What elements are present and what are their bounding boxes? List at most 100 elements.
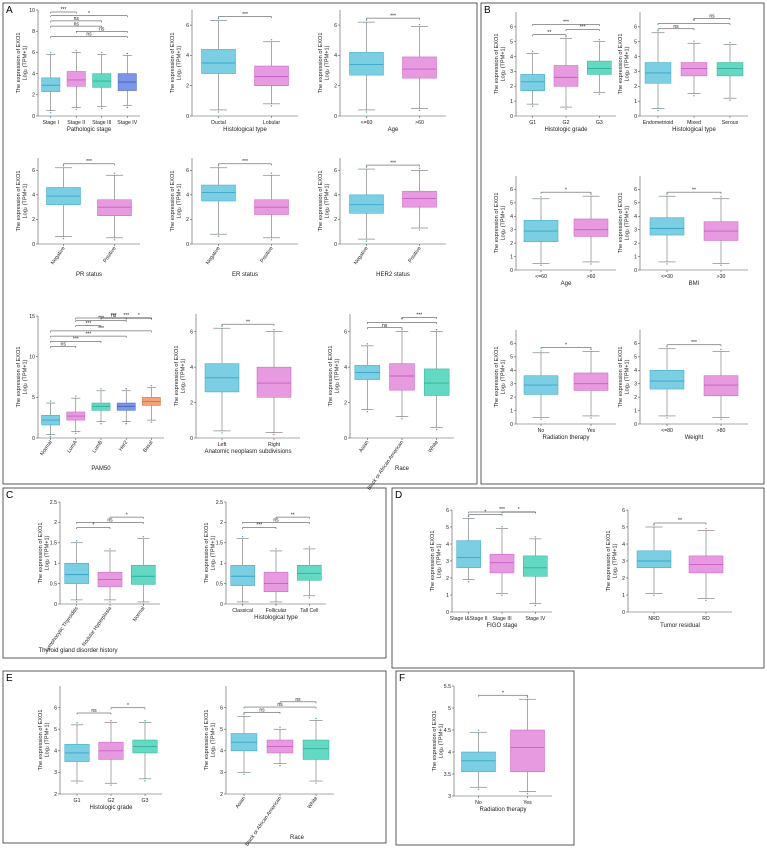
y-label-line2: Log₂ (TPM+1) — [501, 205, 507, 240]
y-label-line2: Log₂ (TPM+1) — [23, 359, 29, 394]
y-label-line2: Log₂ (TPM+1) — [181, 358, 187, 393]
outlier-point — [144, 720, 146, 722]
outlier-point — [273, 329, 275, 331]
box-A1-2 — [66, 71, 86, 87]
x-tick-label-A2: Lobular — [263, 120, 281, 126]
x-tick-label-B4: >30 — [717, 274, 726, 280]
sig-label: ns — [74, 21, 80, 27]
outlier-point — [720, 418, 722, 420]
y-tick-label-B2: 0 — [634, 114, 637, 120]
y-label-line2: Log₂ (TPM+1) — [501, 359, 507, 394]
y-tick-label-A7: 0 — [32, 436, 35, 442]
outlier-point — [50, 112, 52, 114]
sig-label: *** — [85, 331, 91, 337]
x-tick-label-A7: LumB — [91, 439, 104, 454]
outlier-point — [279, 765, 281, 767]
panel-letter-F: F — [399, 673, 405, 684]
outlier-point — [217, 235, 220, 237]
x-axis-title-A3: Age — [388, 127, 399, 133]
x-axis-title-E1: Histologic grade — [89, 805, 133, 811]
sig-label: ns — [673, 24, 679, 30]
y-tick-label-A4: 4 — [32, 193, 35, 199]
box-B5-2 — [573, 372, 609, 391]
y-tick-label-B4: 1 — [634, 254, 637, 260]
y-tick-label-B3: 4 — [510, 214, 513, 220]
y-tick-label-A8: 0 — [190, 436, 193, 442]
x-tick-label-B6: >80 — [717, 428, 726, 434]
panel-letter-C: C — [6, 490, 13, 501]
y-tick-label-A5: 6 — [186, 168, 189, 174]
y-axis-label-B3: The expression of EXO1Log₂ (TPM+1) — [494, 193, 507, 254]
outlier-point — [365, 166, 368, 168]
outlier-point — [526, 792, 529, 795]
x-tick-label-A5: Positive — [259, 246, 274, 264]
x-axis-title-A1: Pathologic stage — [67, 127, 112, 133]
y-label-line1: The expression of EXO1 — [494, 34, 500, 95]
y-tick-label-D2: 1 — [622, 593, 625, 599]
outlier-point — [598, 93, 601, 95]
box-A5-1 — [201, 184, 236, 202]
x-axis-title-B5: Radiation therapy — [542, 435, 589, 441]
x-tick-label-B2: Mixed — [687, 120, 701, 126]
y-label-line1: The expression of EXO1 — [606, 531, 612, 592]
y-axis-label-E1: The expression of EXO1Log₂ (TPM+1) — [38, 710, 51, 771]
outlier-point — [308, 546, 311, 548]
x-axis-title-A4: PR status — [76, 272, 102, 278]
y-label-line1: The expression of EXO1 — [16, 171, 22, 232]
chart-C2: 0 0.5 1 1.5 2 2.5 The expression of EXO1Log₂ (… — [204, 500, 326, 621]
x-tick-label-E2: Asian — [235, 796, 247, 810]
box-A2-2 — [254, 65, 289, 86]
y-tick-label-B2: 3 — [634, 69, 637, 75]
x-tick-label-B4: <=30 — [661, 274, 673, 280]
box-A6-2 — [402, 190, 437, 208]
y-axis-label-E2: The expression of EXO1Log₂ (TPM+1) — [204, 710, 217, 771]
y-label-line2: Log₂ (TPM+1) — [177, 183, 183, 218]
outlier-point — [101, 107, 103, 110]
box-A2-1 — [201, 49, 236, 74]
x-tick-label-A3: >60 — [415, 120, 424, 126]
panel-c-title: Thyroid gland disorder history — [38, 648, 117, 654]
y-tick-label-A9: 2 — [344, 400, 347, 406]
panel-frame-A — [2, 2, 478, 485]
x-tick-label-A1: Stage III — [92, 120, 111, 126]
y-tick-label-D2: 4 — [622, 542, 625, 548]
y-tick-label-C2: 0.5 — [216, 581, 223, 587]
box-C2-1 — [230, 564, 255, 586]
y-axis-label-A2: The expression of EXO1Log₂ (TPM+1) — [170, 33, 183, 94]
y-tick-label-C1: 1 — [54, 561, 57, 567]
outlier-point — [125, 423, 127, 425]
y-tick-label-A3: 4 — [334, 53, 337, 59]
outlier-point — [366, 410, 369, 413]
y-tick-label-D1: 4 — [446, 542, 449, 548]
x-tick-label-B5: Yes — [587, 428, 596, 434]
y-axis-label-F1: The expression of EXO1Log₂ (TPM+1) — [432, 711, 445, 772]
sig-label: *** — [580, 25, 586, 31]
y-tick-label-F1: 5.5 — [444, 684, 451, 690]
y-tick-label-A5: 0 — [186, 242, 189, 248]
outlier-point — [221, 432, 223, 434]
outlier-point — [653, 524, 655, 526]
outlier-point — [273, 433, 275, 436]
y-tick-label-C2: 2 — [220, 520, 223, 526]
sig-label: * — [502, 690, 504, 696]
outlier-point — [100, 388, 102, 390]
y-tick-label-B6: 2 — [634, 395, 637, 401]
y-tick-label-A5: 2 — [186, 217, 189, 223]
sig-label: ns — [74, 16, 80, 22]
y-tick-label-B1: 5 — [510, 40, 513, 46]
outlier-point — [565, 36, 567, 38]
y-tick-label-A7: 10 — [29, 354, 35, 360]
sig-label: ** — [547, 30, 551, 36]
box-C2-2 — [263, 571, 289, 593]
panel-frame-C — [2, 487, 387, 659]
y-label-line1: The expression of EXO1 — [430, 531, 436, 592]
y-tick-label-C1: 2 — [54, 520, 57, 526]
y-label-line2: Log₂ (TPM+1) — [625, 359, 631, 394]
outlier-point — [308, 597, 311, 599]
